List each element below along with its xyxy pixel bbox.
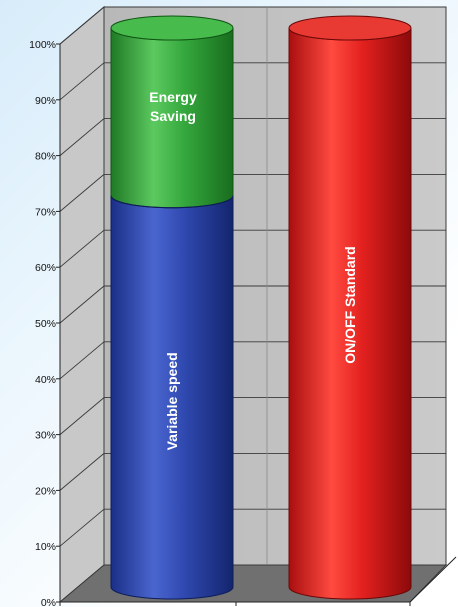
bar-seam	[110, 195, 234, 209]
y-tick-label: 70%	[35, 206, 56, 218]
y-tick-label: 50%	[35, 318, 56, 330]
y-tick-label: 10%	[35, 541, 56, 553]
bar-energy-saving	[110, 15, 234, 209]
gridline-side	[59, 174, 105, 212]
gridline-side	[59, 397, 105, 435]
y-tick-label: 90%	[35, 95, 56, 107]
gridline-side	[59, 341, 105, 380]
gridline-side	[59, 285, 105, 324]
bar-onoff-standard	[288, 15, 412, 600]
onoff-standard-label: ON/OFF Standard	[342, 246, 358, 363]
y-axis-ticks: 0% 10% 20% 30% 40% 50% 60% 70% 80% 90% 100%	[29, 39, 60, 607]
gridline-side	[59, 118, 105, 156]
x-axis-edge	[409, 556, 457, 603]
energy-saving-label-line2: Saving	[150, 108, 196, 124]
gridline-side	[59, 6, 105, 45]
y-tick-label: 20%	[35, 485, 56, 497]
gridline-side	[59, 229, 105, 268]
variable-speed-label: Variable speed	[164, 352, 180, 450]
y-tick-label: 40%	[35, 374, 56, 386]
bars	[110, 15, 412, 600]
y-tick-label: 60%	[35, 262, 56, 274]
gridline-side	[59, 508, 105, 547]
y-tick-label: 80%	[35, 151, 56, 163]
y-tick-label: 0%	[41, 597, 56, 607]
y-tick-label: 100%	[29, 39, 56, 51]
energy-saving-label-line1: Energy	[149, 89, 197, 105]
bar-energy-saving-top	[110, 15, 234, 41]
gridline-side	[59, 453, 105, 491]
gridline-side	[59, 62, 105, 101]
y-tick-label: 30%	[35, 430, 56, 442]
bar-onoff-standard-top	[288, 15, 412, 41]
bar-labels: Energy Saving Variable speed ON/OFF Standar…	[149, 89, 358, 451]
